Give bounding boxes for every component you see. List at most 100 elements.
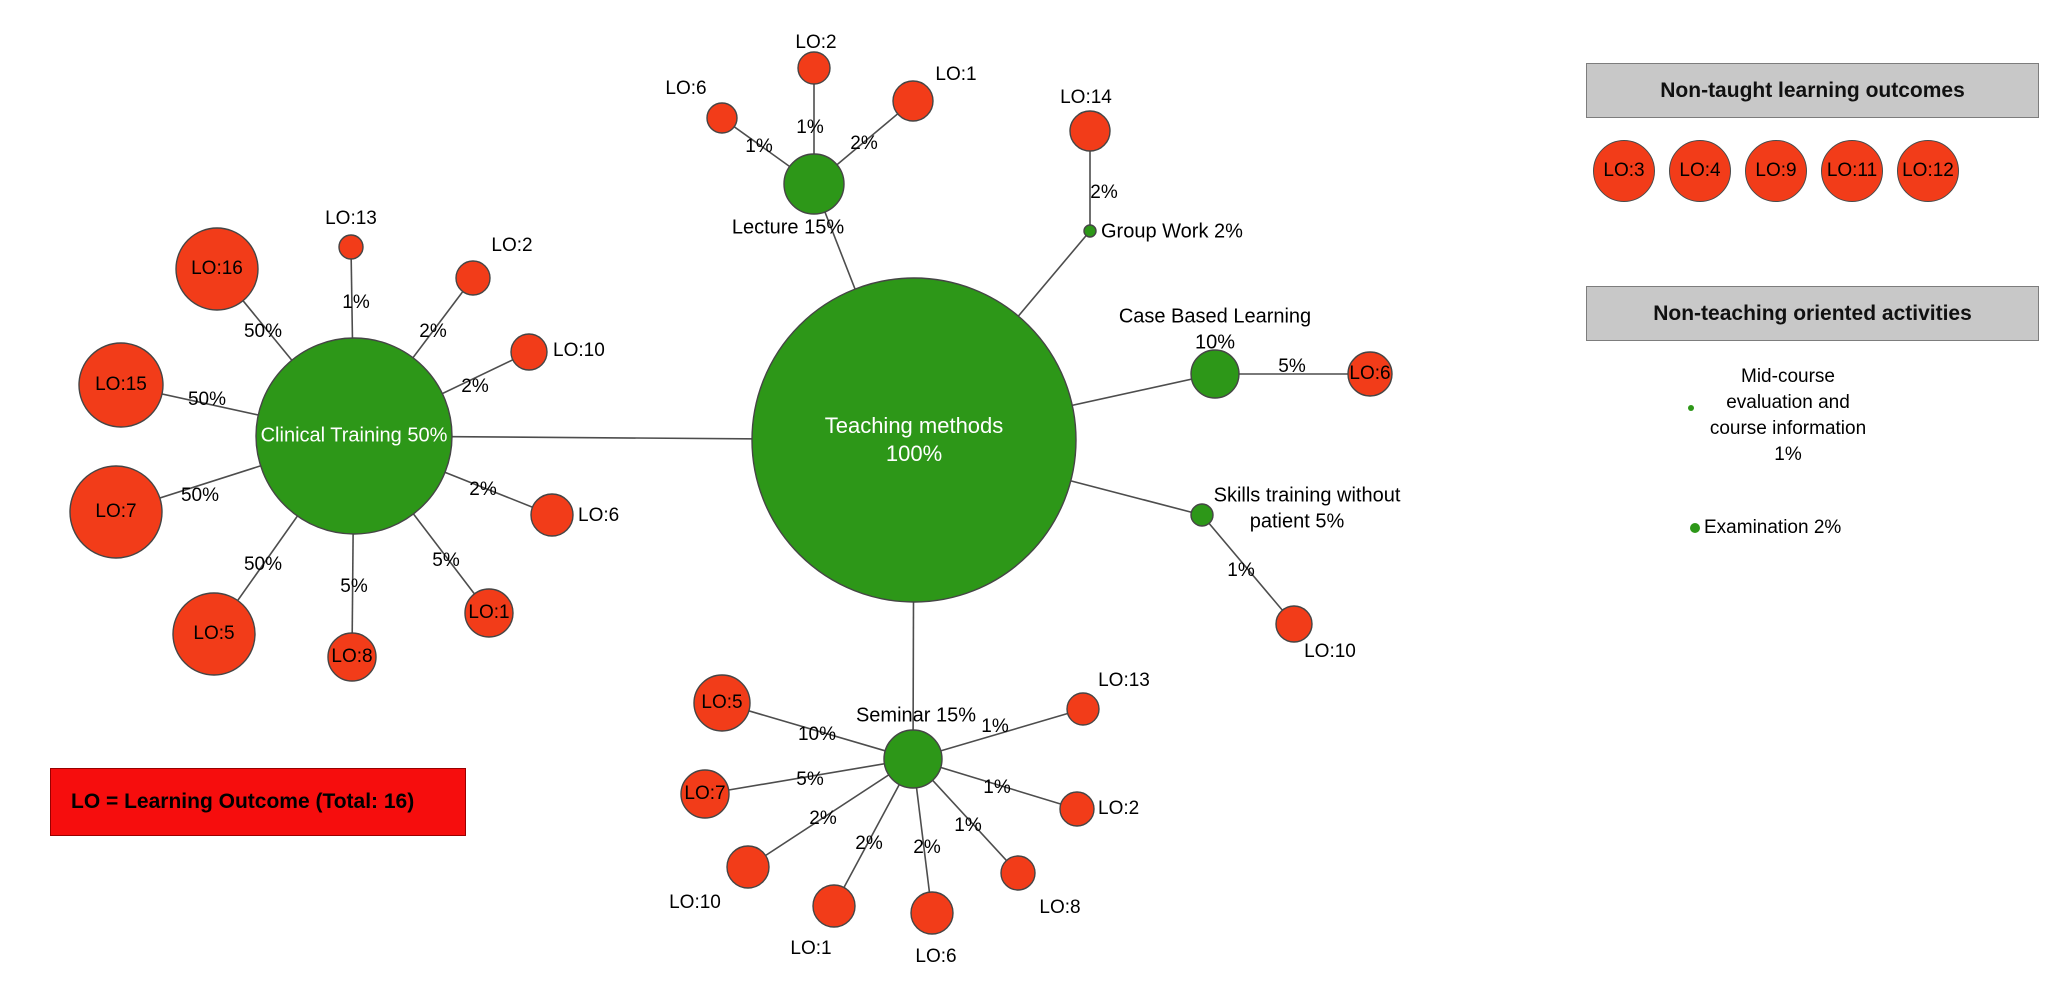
node-ct [255,337,453,535]
diagram-label: Skills training without [1214,484,1401,506]
edge-seminar-m_lo10 [747,758,914,868]
node-c_lo8 [327,632,377,682]
node-m_lo10 [726,845,770,889]
node-c_lo5 [172,592,256,676]
edge-seminar-m_lo7 [704,758,914,795]
diagram-label: LO:1 [790,938,831,959]
mid-course-line: course information [1709,418,1867,439]
diagram-label: 5% [432,550,460,571]
mid-course-dot-icon [1688,405,1694,411]
diagram-label: 2% [913,837,941,858]
diagram-label: LO:7 [95,501,136,522]
lo-circle: LO:12 [1897,140,1959,202]
legend-box: LO = Learning Outcome (Total: 16) [50,768,466,836]
diagram-label: patient 5% [1250,510,1345,532]
diagram-label: 1% [1227,560,1255,581]
diagram-label: LO:2 [491,235,532,256]
node-cbl [1190,349,1240,399]
node-b_lo6 [1347,351,1393,397]
lo-circle: LO:11 [1821,140,1883,202]
node-l_lo2 [797,51,831,85]
lo-circle: LO:4 [1669,140,1731,202]
lo-label: LO:3 [1603,160,1645,181]
node-seminar [883,729,943,789]
diagram-label: LO:10 [669,892,721,913]
node-tm [751,277,1077,603]
diagram-label: 50% [188,389,226,410]
diagram-label: 10% [1195,331,1235,353]
diagram-label: 50% [244,321,282,342]
node-c_lo6 [530,493,574,537]
diagram-label: 10% [798,724,836,745]
node-m_lo2 [1059,791,1095,827]
diagram-label: 5% [796,769,824,790]
diagram-label: LO:6 [578,505,619,526]
diagram-label: Teaching methods [825,413,1004,438]
diagram-label: LO:6 [665,78,706,99]
diagram-label: Case Based Learning [1119,305,1311,327]
diagram-label: 5% [340,576,368,597]
edge-skills-s_lo10 [1201,514,1295,625]
node-l_lo6 [706,102,738,134]
diagram-label: 2% [1090,182,1118,203]
diagram-label: Clinical Training 50% [261,424,448,446]
diagram-label: Lecture 15% [732,216,845,238]
diagram-label: LO:14 [1060,87,1112,108]
diagram-label: 1% [796,117,824,138]
node-groupwork [1083,224,1097,238]
diagram-label: LO:7 [684,783,725,804]
lo-label: LO:11 [1826,160,1878,181]
node-c_lo7 [69,465,163,559]
node-m_lo7 [680,769,730,819]
node-m_lo5 [693,674,751,732]
node-s_lo10 [1275,605,1313,643]
diagram-label: LO:5 [701,692,742,713]
non-taught-header: Non-taught learning outcomes [1586,63,2039,118]
diagram-label: Group Work 2% [1101,220,1243,242]
node-c_lo1 [464,588,514,638]
lo-label: LO:4 [1679,160,1721,181]
node-m_lo13 [1066,692,1100,726]
diagram-label: 2% [419,321,447,342]
node-lo14 [1069,110,1111,152]
diagram-label: 2% [469,479,497,500]
diagram-label: Seminar 15% [856,704,976,726]
diagram-label: 1% [954,815,982,836]
diagram-label: 2% [809,808,837,829]
diagram-label: LO:10 [553,340,605,361]
non-taught-circles: LO:3 LO:4 LO:9 LO:11 LO:12 [1593,140,1959,202]
examination-dot-icon [1690,523,1700,533]
diagram-label: LO:16 [191,258,243,279]
diagram-label: 50% [181,485,219,506]
node-c_lo10 [510,333,548,371]
node-lecture [783,153,845,215]
diagram-label: LO:2 [1098,798,1139,819]
diagram-label: 2% [855,833,883,854]
diagram-label: 1% [745,136,773,157]
lo-circle: LO:3 [1593,140,1655,202]
examination-label: Examination 2% [1704,517,1842,538]
diagram-label: 100% [886,441,942,466]
diagram-label: LO:13 [325,208,377,229]
diagram-label: 2% [850,133,878,154]
diagram-label: LO:13 [1098,670,1150,691]
node-c_lo15 [78,342,164,428]
mid-course-label: Mid-course evaluation and course informa… [1648,364,1928,468]
diagram-label: 2% [461,376,489,397]
non-teaching-header: Non-teaching oriented activities [1586,286,2039,341]
diagram-label: LO:1 [468,602,509,623]
diagram-label: 50% [244,554,282,575]
legend-label: LO = Learning Outcome (Total: 16) [71,790,415,813]
diagram-label: LO:10 [1304,641,1356,662]
diagram-label: 1% [981,716,1009,737]
diagram-label: LO:6 [1349,363,1390,384]
diagram-label: LO:15 [95,374,147,395]
lo-label: LO:9 [1755,160,1797,181]
diagram-label: 1% [342,292,370,313]
diagram-label: LO:6 [915,946,956,967]
non-teaching-title: Non-teaching oriented activities [1653,301,1972,325]
lo-label: LO:12 [1902,160,1954,181]
diagram-label: LO:8 [331,646,372,667]
